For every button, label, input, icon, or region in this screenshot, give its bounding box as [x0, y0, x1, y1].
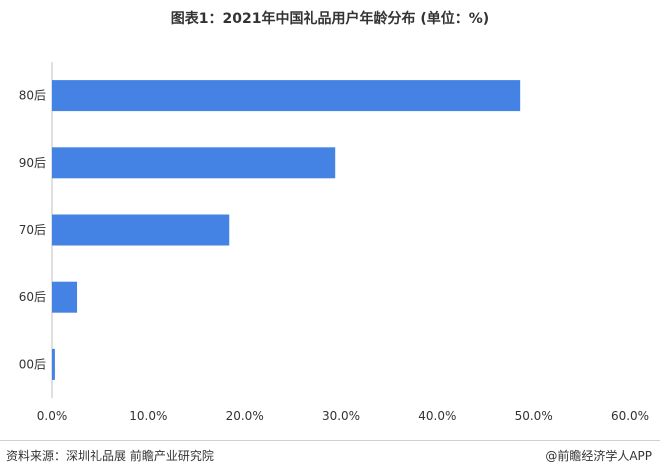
x-tick-label-3: 30.0% — [322, 409, 360, 423]
x-tick-label-2: 20.0% — [226, 409, 264, 423]
chart-title: 图表1：2021年中国礼品用户年龄分布 (单位：%) — [170, 11, 490, 27]
x-tick-label-5: 50.0% — [515, 409, 553, 423]
y-tick-label-0: 80后 — [19, 89, 46, 103]
bar-0 — [52, 80, 521, 112]
x-tick-label-1: 10.0% — [129, 409, 167, 423]
source-note: 资料来源：深圳礼品展 前瞻产业研究院 — [6, 449, 214, 463]
bar-3 — [52, 281, 78, 313]
y-tick-label-2: 70后 — [19, 223, 46, 237]
bar-chart: 80后 90后 70后 60后 00后 0.0% 10.0% 20.0% 30.0% 40.0%… — [19, 62, 649, 423]
credit-note: @前瞻经济学人APP — [545, 449, 652, 463]
bar-2 — [52, 214, 230, 246]
footer-divider — [0, 440, 660, 441]
x-tick-label-4: 40.0% — [418, 409, 456, 423]
y-tick-label-4: 00后 — [19, 357, 46, 371]
y-tick-label-1: 90后 — [19, 156, 46, 170]
bar-1 — [52, 147, 336, 179]
x-tick-label-0: 0.0% — [37, 409, 68, 423]
x-tick-label-6: 60.0% — [611, 409, 649, 423]
bar-4 — [52, 348, 55, 380]
y-tick-label-3: 60后 — [19, 290, 46, 304]
